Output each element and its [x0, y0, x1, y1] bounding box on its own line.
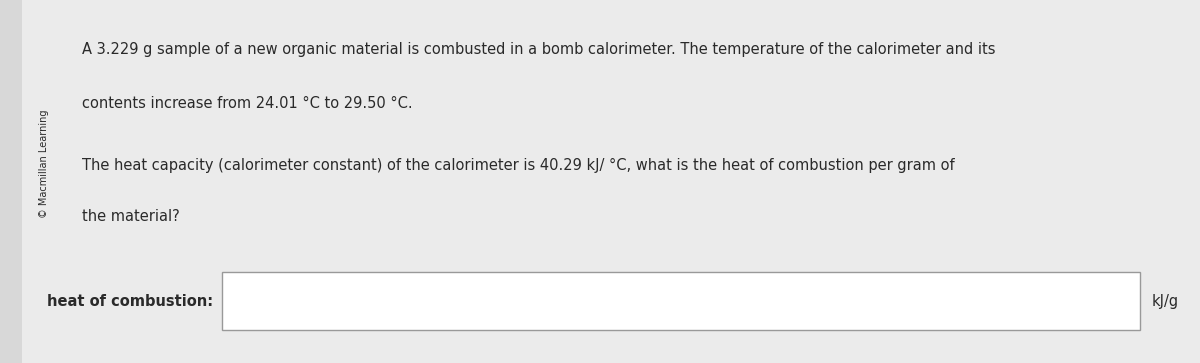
Bar: [0, 0, 22, 363]
FancyBboxPatch shape: [222, 272, 1140, 330]
Text: A 3.229 g sample of a new organic material is combusted in a bomb calorimeter. T: A 3.229 g sample of a new organic materi…: [82, 42, 995, 57]
Text: The heat capacity (calorimeter constant) of the calorimeter is 40.29 kJ/ °C, wha: The heat capacity (calorimeter constant)…: [82, 158, 954, 173]
Text: heat of combustion:: heat of combustion:: [48, 294, 214, 309]
Text: contents increase from 24.01 °C to 29.50 °C.: contents increase from 24.01 °C to 29.50…: [82, 96, 413, 111]
Text: the material?: the material?: [82, 209, 179, 224]
Text: © Macmillan Learning: © Macmillan Learning: [40, 109, 49, 217]
Text: kJ/g: kJ/g: [1152, 294, 1180, 309]
